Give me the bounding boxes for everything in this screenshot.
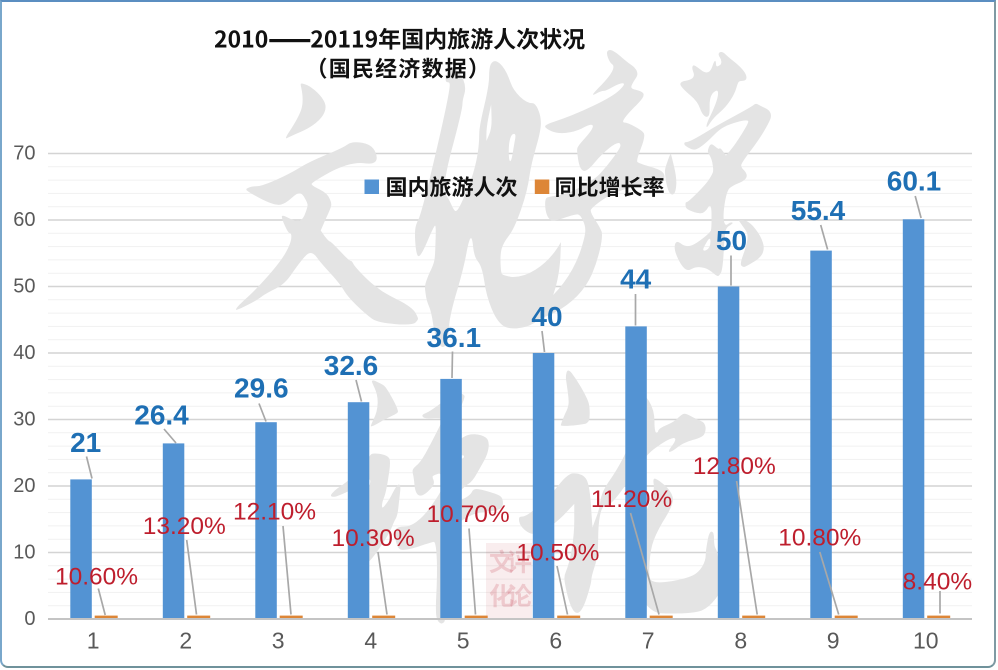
svg-text:1: 1 (87, 628, 100, 654)
svg-text:26.4: 26.4 (134, 399, 189, 430)
svg-text:10.60%: 10.60% (55, 564, 138, 591)
svg-text:20: 20 (13, 475, 35, 497)
svg-text:10.30%: 10.30% (332, 525, 415, 552)
svg-text:40: 40 (13, 342, 35, 364)
svg-text:12.10%: 12.10% (233, 499, 316, 526)
svg-text:60.1: 60.1 (887, 165, 942, 196)
svg-text:50: 50 (13, 275, 35, 297)
svg-text:3: 3 (272, 628, 285, 654)
svg-text:30: 30 (13, 408, 35, 430)
svg-text:11.20%: 11.20% (591, 486, 672, 513)
svg-text:4: 4 (364, 628, 377, 654)
svg-text:10.50%: 10.50% (516, 540, 599, 567)
svg-text:13.20%: 13.20% (143, 513, 226, 540)
svg-text:2: 2 (179, 628, 192, 654)
svg-text:10: 10 (913, 628, 939, 654)
svg-text:7: 7 (642, 628, 655, 654)
svg-text:10.70%: 10.70% (427, 501, 510, 528)
svg-text:40: 40 (531, 301, 562, 332)
svg-text:55.4: 55.4 (791, 195, 846, 226)
svg-text:6: 6 (549, 628, 562, 654)
svg-text:8.40%: 8.40% (903, 568, 972, 595)
svg-text:10: 10 (13, 541, 35, 563)
svg-text:36.1: 36.1 (427, 322, 482, 353)
svg-text:12.80%: 12.80% (693, 453, 776, 480)
svg-text:60: 60 (13, 209, 35, 231)
svg-text:50: 50 (716, 225, 747, 256)
svg-text:44: 44 (620, 264, 652, 295)
svg-text:32.6: 32.6 (324, 350, 379, 381)
svg-text:0: 0 (24, 608, 35, 630)
svg-text:10.80%: 10.80% (778, 525, 861, 552)
svg-text:70: 70 (13, 142, 35, 164)
svg-text:5: 5 (457, 628, 470, 654)
svg-text:8: 8 (734, 628, 747, 654)
svg-text:21: 21 (70, 427, 101, 458)
svg-text:29.6: 29.6 (234, 373, 289, 404)
svg-text:9: 9 (827, 628, 840, 654)
